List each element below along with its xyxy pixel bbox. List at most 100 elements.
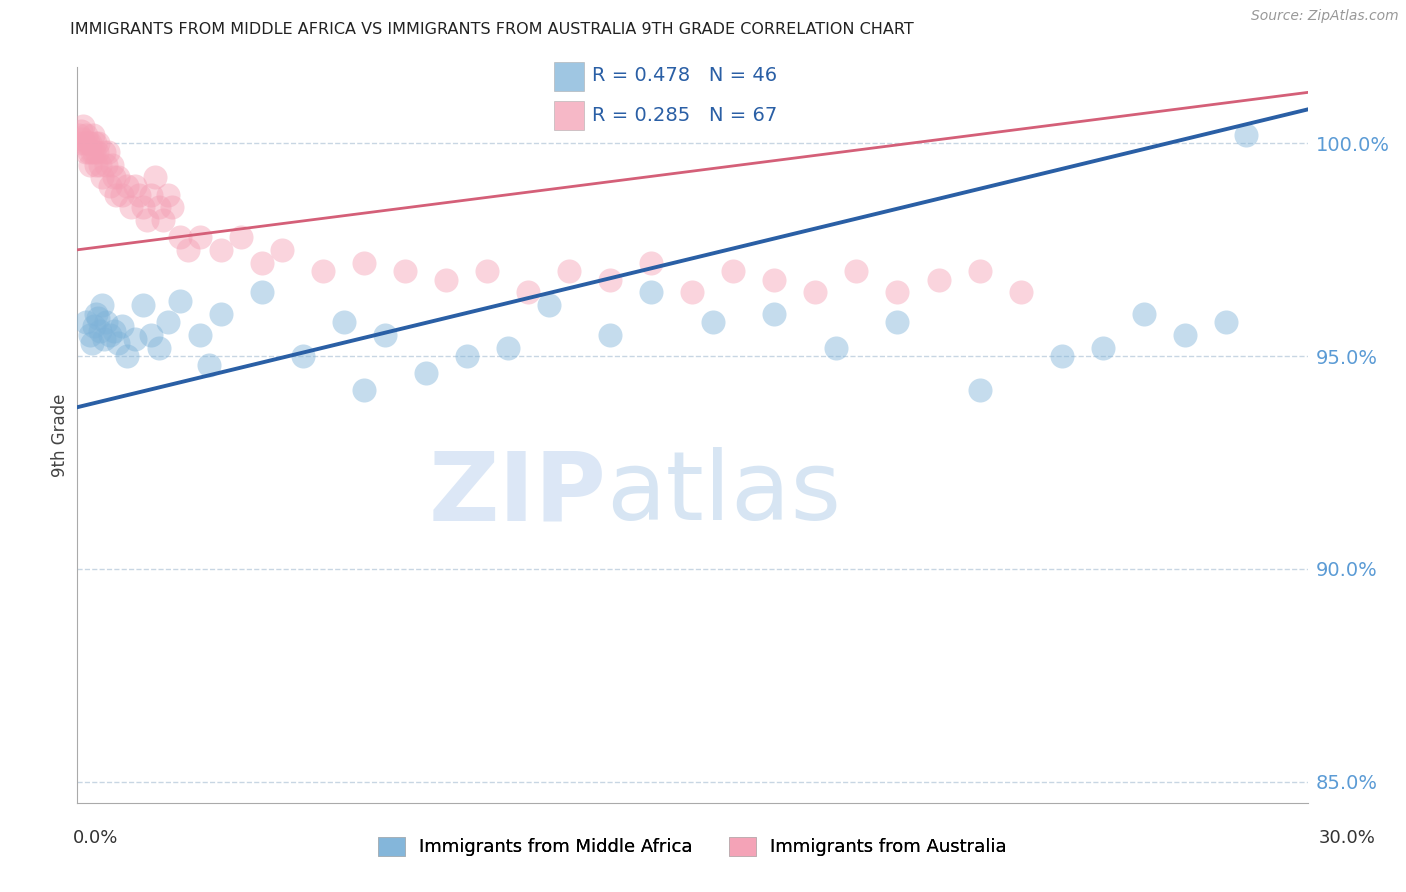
Point (197, 358, 219, 372)
Point (124, 332, 146, 346)
Point (312, 264, 335, 278)
Point (333, 315, 356, 329)
Point (82, 128, 104, 142)
Point (763, 272, 786, 286)
Point (169, 230, 191, 244)
Point (1050, 349, 1073, 363)
Point (75, 315, 97, 329)
Point (160, 200, 183, 214)
Point (1174, 327, 1197, 342)
Point (804, 285, 827, 300)
Point (353, 255, 375, 269)
Point (250, 255, 273, 269)
Point (107, 336, 129, 351)
Point (271, 243, 294, 257)
Point (124, 179, 146, 194)
Point (209, 307, 232, 321)
Point (374, 327, 396, 342)
Point (84, 158, 107, 172)
Point (1132, 307, 1154, 321)
Point (1091, 341, 1114, 355)
Point (188, 230, 212, 244)
Point (291, 349, 314, 363)
Point (87, 310, 110, 325)
Point (845, 264, 868, 278)
Text: 30.0%: 30.0% (1319, 829, 1375, 847)
Point (111, 187, 134, 202)
Text: Source: ZipAtlas.com: Source: ZipAtlas.com (1251, 9, 1399, 23)
Point (103, 324, 125, 338)
Point (98, 327, 121, 342)
Legend: Immigrants from Middle Africa, Immigrants from Australia: Immigrants from Middle Africa, Immigrant… (371, 830, 1014, 863)
Text: 0.0%: 0.0% (73, 829, 118, 847)
Point (177, 243, 200, 257)
Point (72, 120, 94, 134)
Point (640, 285, 662, 300)
Point (152, 213, 174, 227)
Point (640, 255, 662, 269)
Point (93, 145, 115, 159)
Point (86, 145, 108, 159)
Point (353, 383, 375, 397)
Point (75, 128, 97, 142)
Text: R = 0.478   N = 46: R = 0.478 N = 46 (592, 66, 778, 85)
Point (83, 319, 105, 334)
Point (70, 124, 93, 138)
Point (1234, 128, 1257, 142)
Point (103, 170, 125, 185)
Point (156, 187, 179, 202)
Text: ZIP: ZIP (429, 447, 606, 541)
Point (477, 264, 499, 278)
Point (80, 336, 103, 351)
Point (763, 307, 786, 321)
Point (969, 264, 991, 278)
Point (188, 327, 212, 342)
Point (148, 341, 170, 355)
Point (107, 170, 129, 185)
Point (80, 145, 103, 159)
Text: IMMIGRANTS FROM MIDDLE AFRICA VS IMMIGRANTS FROM AUSTRALIA 9TH GRADE CORRELATION: IMMIGRANTS FROM MIDDLE AFRICA VS IMMIGRA… (70, 22, 914, 37)
Point (143, 170, 166, 185)
Point (825, 341, 848, 355)
Point (136, 213, 159, 227)
Point (169, 293, 191, 308)
Point (90, 298, 114, 312)
FancyBboxPatch shape (554, 62, 583, 91)
Point (886, 315, 908, 329)
Point (436, 272, 458, 286)
Point (250, 285, 273, 300)
Point (702, 315, 724, 329)
Point (599, 272, 621, 286)
Point (98, 179, 121, 194)
Point (67, 128, 90, 142)
Point (105, 187, 128, 202)
Point (1010, 285, 1032, 300)
Point (87, 136, 110, 151)
Point (111, 319, 134, 334)
Point (84, 307, 107, 321)
Point (209, 243, 232, 257)
Point (156, 315, 179, 329)
Text: R = 0.285   N = 67: R = 0.285 N = 67 (592, 106, 778, 125)
Point (94, 158, 117, 172)
Point (148, 200, 170, 214)
Point (94, 315, 117, 329)
Point (886, 285, 908, 300)
Point (1215, 315, 1237, 329)
Point (75, 145, 97, 159)
Point (101, 158, 124, 172)
Point (73, 136, 96, 151)
Point (496, 341, 519, 355)
Point (141, 327, 163, 342)
Point (394, 264, 416, 278)
FancyBboxPatch shape (554, 101, 583, 130)
Point (79, 327, 101, 342)
Point (141, 187, 163, 202)
Point (115, 179, 138, 194)
Point (969, 383, 991, 397)
Point (128, 187, 150, 202)
Point (76, 136, 98, 151)
Point (89, 324, 111, 338)
Point (415, 366, 437, 380)
Point (69, 136, 91, 151)
